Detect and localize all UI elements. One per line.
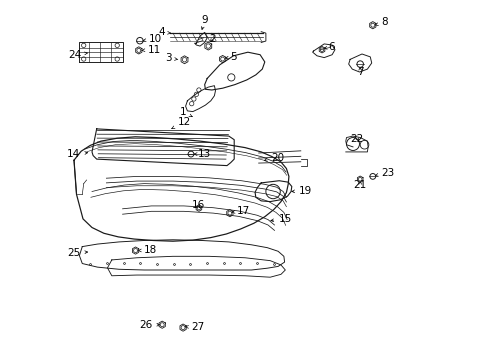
Text: 17: 17	[232, 206, 250, 216]
Text: 7: 7	[357, 67, 364, 77]
Text: 14: 14	[67, 149, 88, 159]
Text: 16: 16	[192, 200, 205, 210]
Text: 22: 22	[351, 134, 364, 144]
Text: 21: 21	[354, 180, 367, 190]
Text: 6: 6	[324, 42, 335, 52]
Text: 26: 26	[139, 320, 160, 330]
Text: 23: 23	[375, 168, 394, 178]
Text: 10: 10	[143, 34, 162, 44]
Text: 12: 12	[172, 117, 191, 129]
Text: 8: 8	[375, 17, 388, 27]
Text: 1: 1	[180, 107, 192, 117]
Text: 27: 27	[185, 322, 204, 332]
Text: 19: 19	[292, 186, 312, 196]
Text: 3: 3	[166, 53, 178, 63]
Text: 20: 20	[265, 153, 284, 163]
Text: 15: 15	[271, 214, 292, 224]
Text: 11: 11	[142, 45, 161, 55]
Text: 5: 5	[225, 52, 237, 62]
Text: 24: 24	[68, 50, 87, 60]
Text: 13: 13	[194, 149, 211, 159]
Text: 4: 4	[158, 27, 171, 37]
Text: 18: 18	[138, 245, 157, 255]
Text: 2: 2	[209, 34, 216, 44]
Text: 9: 9	[201, 15, 208, 30]
Text: 25: 25	[67, 248, 88, 258]
